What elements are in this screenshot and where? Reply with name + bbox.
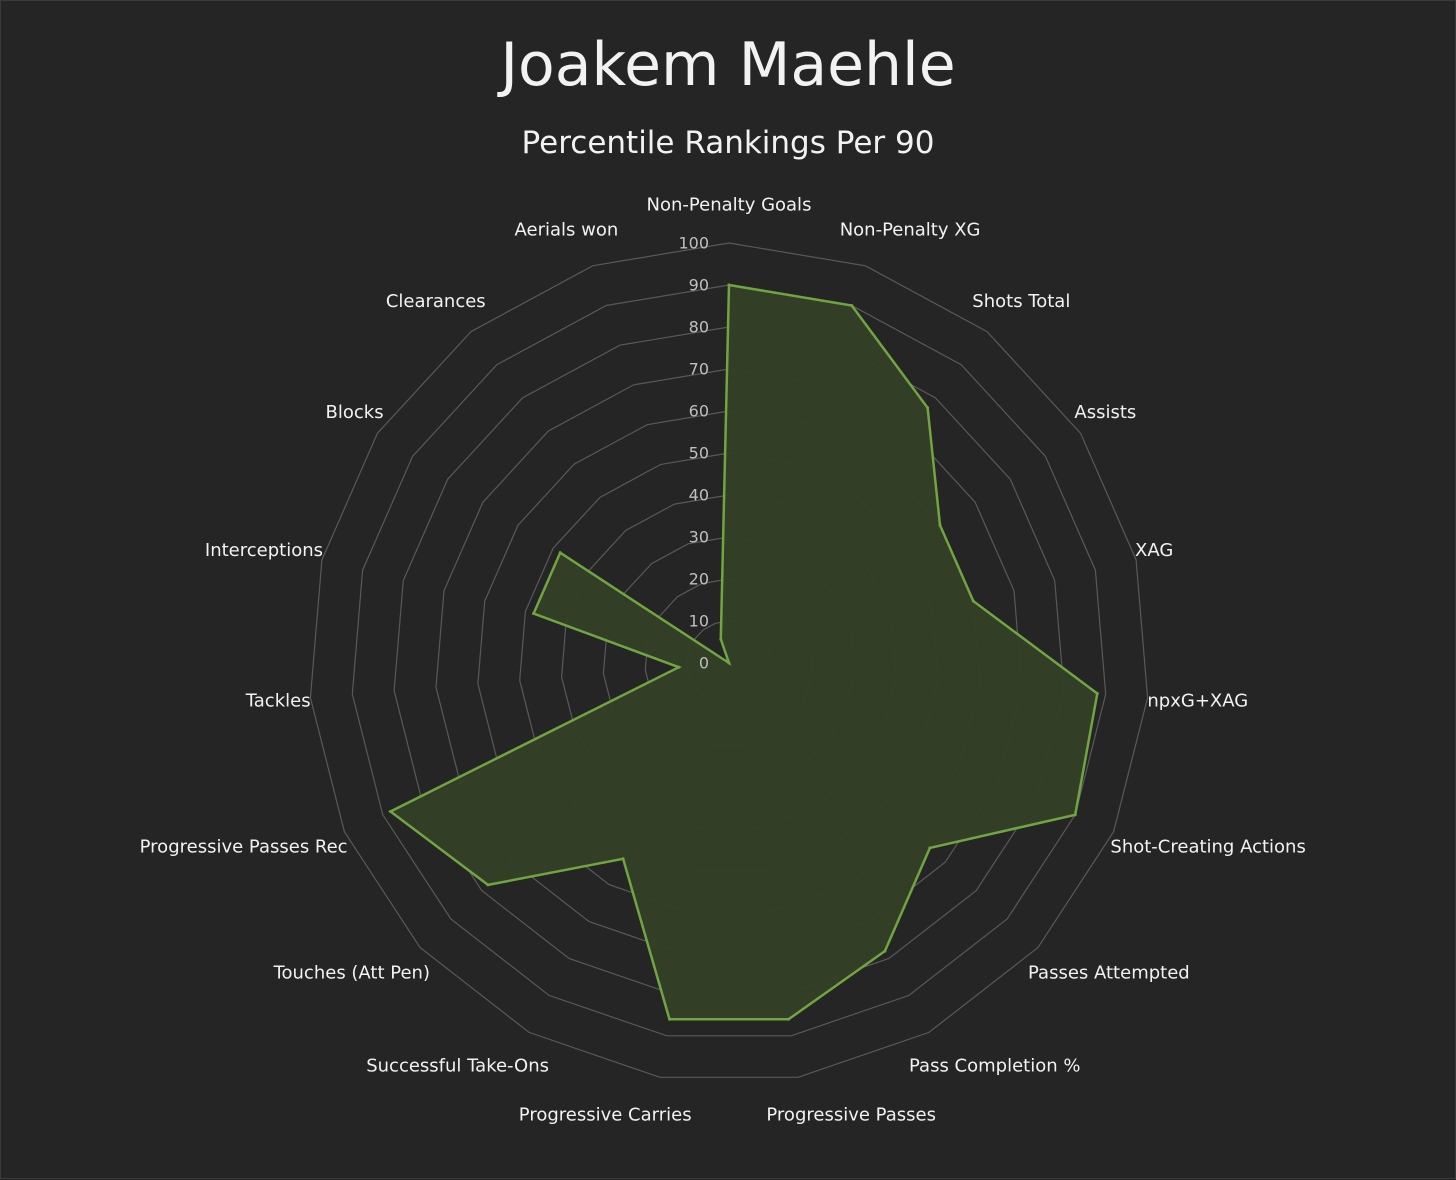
tick-label-50: 50 <box>689 444 709 463</box>
tick-label-30: 30 <box>689 528 709 547</box>
category-label-14: Tackles <box>245 690 311 711</box>
chart-title: Joakem Maehle <box>500 30 956 100</box>
tick-label-100: 100 <box>678 234 709 253</box>
data-point-2 <box>926 406 930 410</box>
category-label-4: XAG <box>1135 540 1173 561</box>
category-label-17: Clearances <box>386 291 486 312</box>
category-label-7: Passes Attempted <box>1028 963 1190 984</box>
data-point-7 <box>928 846 932 850</box>
data-point-17 <box>727 661 731 665</box>
data-point-9 <box>787 1017 790 1021</box>
data-point-15 <box>532 612 536 615</box>
tick-label-90: 90 <box>689 276 709 295</box>
data-point-8 <box>883 949 887 953</box>
category-label-10: Progressive Carries <box>519 1104 692 1125</box>
radar-series <box>388 283 1099 1021</box>
tick-label-10: 10 <box>689 612 709 631</box>
category-label-1: Non-Penalty XG <box>840 219 981 240</box>
data-point-4 <box>971 599 975 603</box>
data-point-14 <box>677 665 681 669</box>
grid-ring-90 <box>351 284 1107 1037</box>
data-point-16 <box>558 551 562 555</box>
category-label-3: Assists <box>1074 402 1136 423</box>
category-label-2: Shots Total <box>972 291 1070 312</box>
category-label-15: Interceptions <box>205 540 323 561</box>
data-point-10 <box>668 1017 671 1021</box>
category-label-5: npxG+XAG <box>1147 690 1248 711</box>
radial-axis-ticks: 0 10 20 30 40 50 60 70 80 90 100 <box>678 234 709 673</box>
series-0-area <box>388 283 1099 1021</box>
category-label-12: Touches (Att Pen) <box>273 963 430 984</box>
data-point-12 <box>486 883 490 887</box>
tick-label-70: 70 <box>689 360 709 379</box>
data-point-13 <box>389 810 392 813</box>
data-point-6 <box>1073 813 1077 817</box>
grid-ring-100 <box>309 242 1149 1078</box>
tick-label-60: 60 <box>689 402 709 421</box>
data-point-18 <box>719 637 723 641</box>
category-label-16: Blocks <box>326 402 384 423</box>
data-point-11 <box>621 857 625 861</box>
category-label-6: Shot-Creating Actions <box>1110 837 1305 858</box>
data-point-1 <box>850 304 854 307</box>
data-point-0 <box>727 283 731 287</box>
data-point-5 <box>1095 692 1099 695</box>
category-labels: Non-Penalty Goals Non-Penalty XG Shots Tot… <box>140 195 1306 1126</box>
chart-subtitle: Percentile Rankings Per 90 <box>521 125 935 161</box>
tick-label-20: 20 <box>689 570 709 589</box>
category-label-13: Progressive Passes Rec <box>140 837 348 858</box>
category-label-8: Pass Completion % <box>909 1055 1080 1076</box>
category-label-0: Non-Penalty Goals <box>647 195 812 216</box>
data-point-3 <box>938 523 942 527</box>
tick-label-40: 40 <box>689 486 709 505</box>
category-label-9: Progressive Passes <box>766 1104 936 1125</box>
tick-label-0: 0 <box>699 654 709 673</box>
tick-label-80: 80 <box>689 318 709 337</box>
category-label-11: Successful Take-Ons <box>366 1055 549 1076</box>
category-label-18: Aerials won <box>515 219 619 240</box>
